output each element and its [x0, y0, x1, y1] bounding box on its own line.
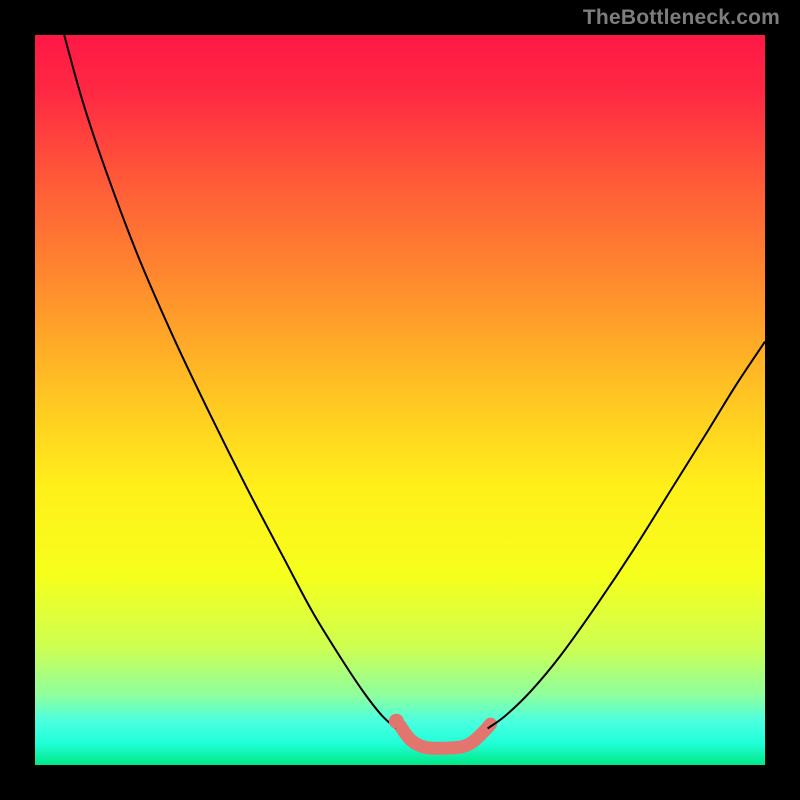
watermark-text: TheBottleneck.com: [583, 6, 780, 30]
chart-frame: TheBottleneck.com: [0, 0, 800, 800]
joint-marker: [389, 714, 404, 729]
plot-area: [35, 35, 765, 765]
bottleneck-chart: [35, 35, 765, 765]
gradient-background: [35, 35, 765, 765]
